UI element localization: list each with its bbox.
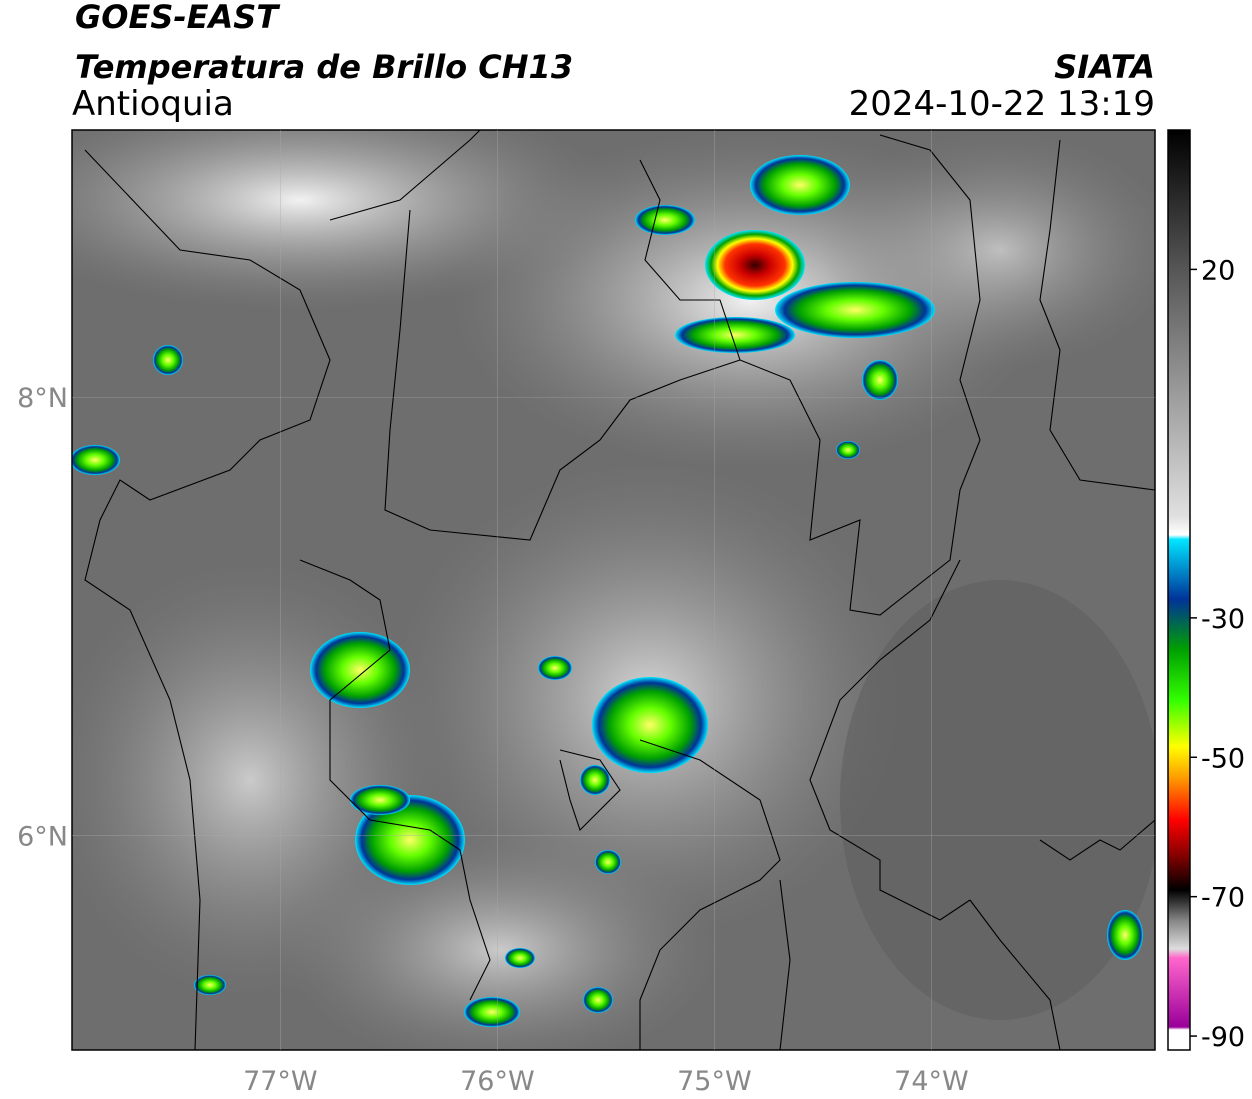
colorbar-tick-label: -50 bbox=[1201, 743, 1245, 774]
x-tick-label: 75°W bbox=[677, 1066, 752, 1097]
x-tick-label: 77°W bbox=[243, 1066, 318, 1097]
satellite-image bbox=[72, 130, 1155, 1050]
y-tick-label: 8°N bbox=[17, 383, 68, 414]
colorbar bbox=[1167, 129, 1191, 1051]
axes: 77°W 76°W 75°W 74°W 6°N 8°N 20 -30 -50 -70 -90 bbox=[17, 130, 1245, 1097]
datetime: 2024-10-22 13:19 bbox=[849, 84, 1155, 124]
colorbar-tick-label: 20 bbox=[1201, 255, 1235, 286]
colorbar-tick-label: -90 bbox=[1201, 1022, 1245, 1053]
x-tick-label: 74°W bbox=[894, 1066, 969, 1097]
x-tick-label: 76°W bbox=[460, 1066, 535, 1097]
colorbar-tick-label: -30 bbox=[1201, 604, 1245, 635]
map-frame bbox=[71, 129, 1156, 1051]
source: SIATA bbox=[1054, 48, 1155, 86]
colorbar-tick-label: -70 bbox=[1201, 883, 1245, 914]
title: GOES-EAST bbox=[75, 0, 280, 36]
subtitle: Temperatura de Brillo CH13 bbox=[75, 48, 573, 86]
y-tick-label: 6°N bbox=[17, 821, 68, 852]
region: Antioquia bbox=[72, 84, 234, 124]
